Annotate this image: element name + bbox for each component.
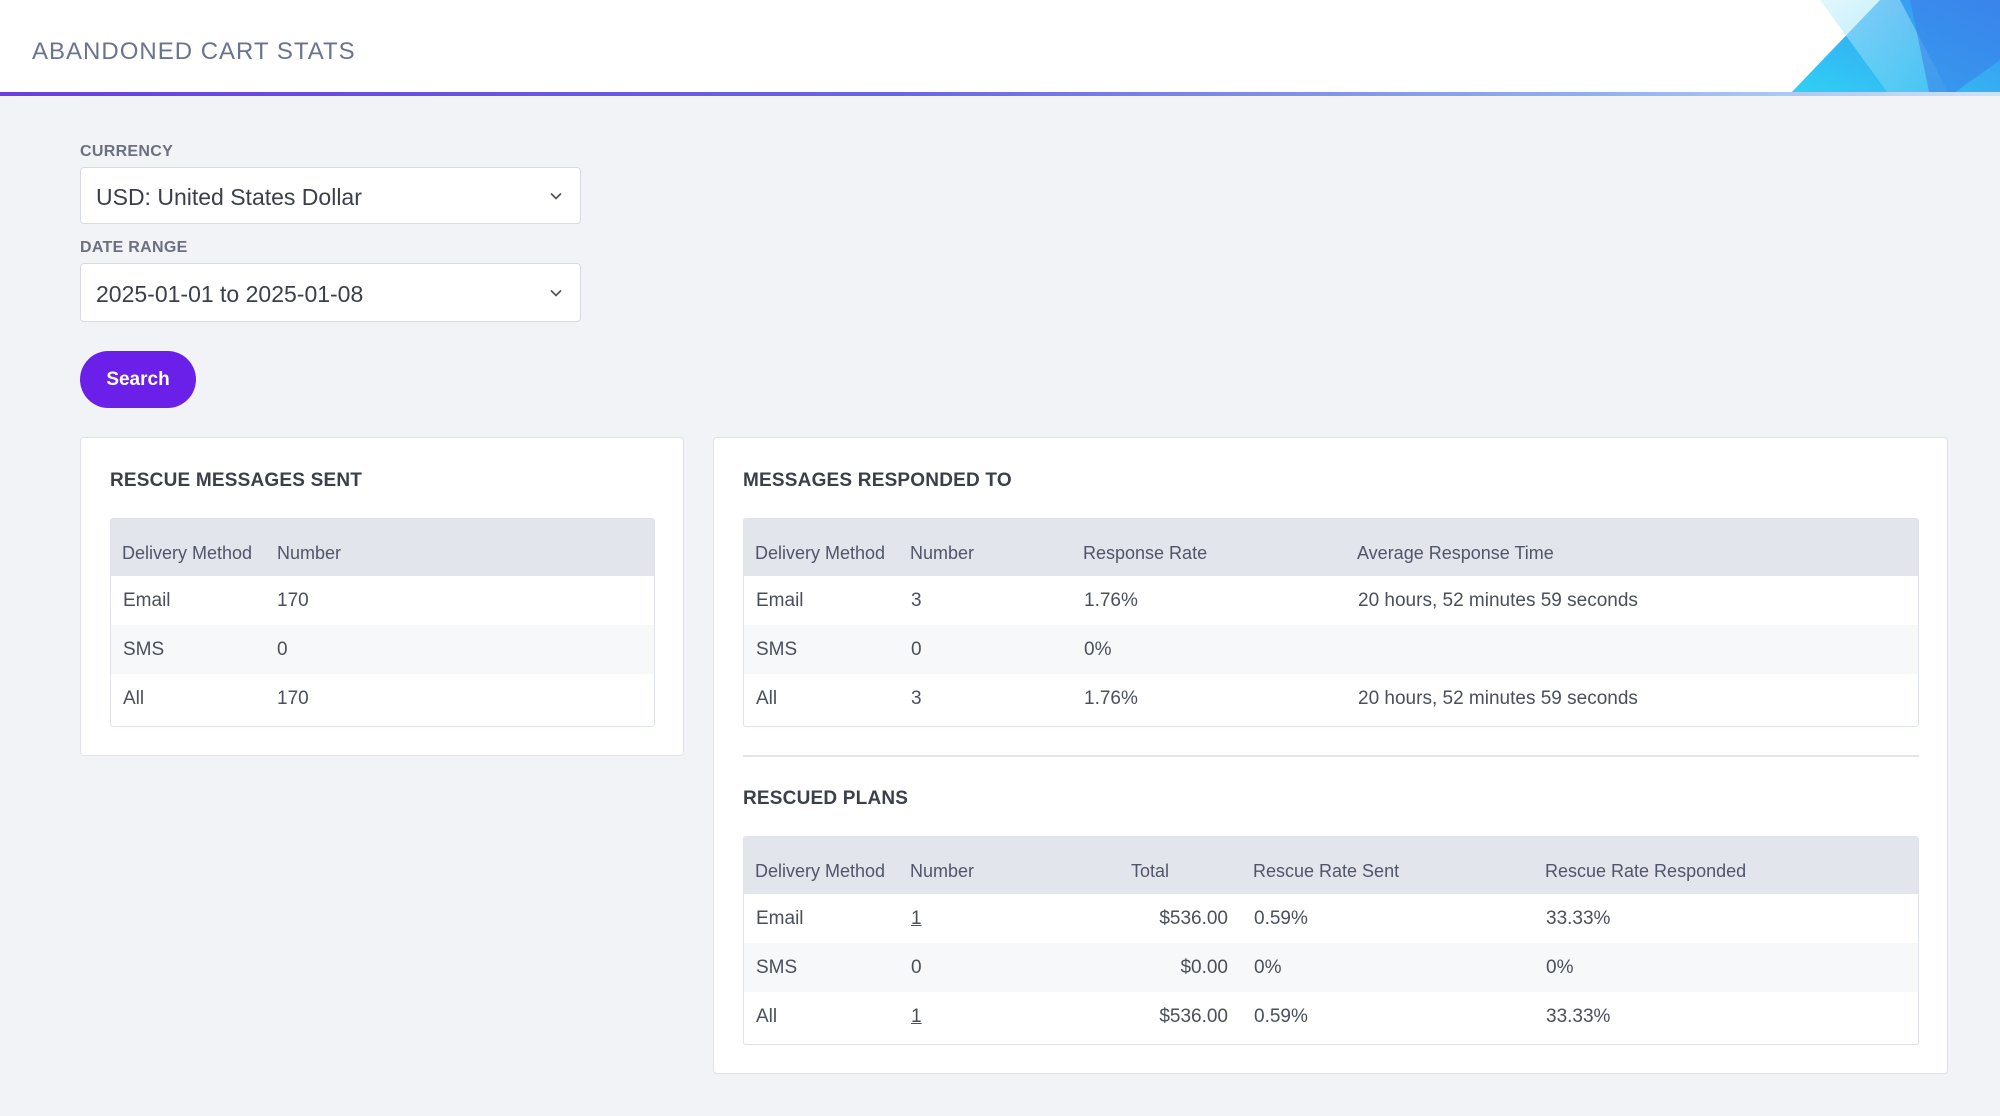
table-cell: 0% [1546,957,1574,978]
rescue-sent-table: Delivery Method Number Email 170 SMS 0 A… [110,518,655,727]
table-cell: 0% [1254,957,1282,978]
column-header: Response Rate [1083,543,1208,563]
table-cell: $536.00 [1159,908,1228,929]
column-header: Delivery Method [122,543,253,563]
messages-responded-table: Delivery Method Number Response Rate Ave… [743,518,1919,727]
page-header: ABANDONED CART STATS [0,0,2000,96]
rescued-plans-table: Delivery Method Number Total Rescue Rate… [743,836,1919,1045]
header-decoration [1788,0,2000,96]
section-divider [743,755,1919,757]
table-cell: 3 [911,590,922,611]
page-title: ABANDONED CART STATS [32,38,356,65]
table-row: Email 3 1.76% 20 hours, 52 minutes 59 se… [744,576,1918,625]
table-cell: 0% [1084,639,1112,660]
table-cell: 0.59% [1254,908,1308,929]
chevron-down-icon [550,289,562,297]
column-header: Rescue Rate Responded [1545,861,1747,881]
column-header: Number [277,543,342,563]
table-cell: 1.76% [1084,590,1138,611]
table-cell: Email [756,590,804,611]
column-header: Average Response Time [1357,543,1554,563]
table-row: All 1 $536.00 0.59% 33.33% [744,992,1918,1041]
currency-select-value: USD: United States Dollar [96,184,362,210]
table-header: Delivery Method Number Total Rescue Rate… [744,837,1918,894]
table-cell: 20 hours, 52 minutes 59 seconds [1358,590,1638,611]
rescued-count-link[interactable]: 1 [911,908,922,929]
column-header: Rescue Rate Sent [1253,861,1400,881]
card-title: MESSAGES RESPONDED TO [743,470,1012,491]
table-cell: All [756,688,778,709]
table-row: SMS 0 [111,625,654,674]
table-row: SMS 0 $0.00 0% 0% [744,943,1918,992]
table-cell: 0 [911,639,922,660]
table-cell: All [123,688,145,709]
table-cell: $0.00 [1180,957,1228,978]
table-cell: 0.59% [1254,1006,1308,1027]
table-header: Delivery Method Number [111,519,654,576]
column-header: Delivery Method [755,861,886,881]
table-row: All 170 [111,674,654,723]
table-cell: 170 [277,590,309,611]
column-header: Number [910,543,975,563]
currency-label: CURRENCY [80,143,174,160]
column-header: Total [1131,861,1170,881]
responses-card: MESSAGES RESPONDED TO Delivery Method Nu… [713,437,1948,1074]
table-row: Email 170 [111,576,654,625]
table-cell: 33.33% [1546,908,1611,929]
table-cell: 0 [277,639,288,660]
table-cell: SMS [123,639,165,660]
table-cell: Email [756,908,804,929]
column-header: Delivery Method [755,543,886,563]
table-cell: 170 [277,688,309,709]
table-cell: $536.00 [1159,1006,1228,1027]
rescue-messages-sent-card: RESCUE MESSAGES SENT Delivery Method Num… [80,437,684,756]
table-cell: 1.76% [1084,688,1138,709]
table-cell: 3 [911,688,922,709]
currency-select[interactable]: USD: United States Dollar [80,167,581,224]
card-title: RESCUED PLANS [743,788,909,809]
table-header: Delivery Method Number Response Rate Ave… [744,519,1918,576]
card-title: RESCUE MESSAGES SENT [110,470,363,491]
table-row: All 3 1.76% 20 hours, 52 minutes 59 seco… [744,674,1918,723]
table-cell: SMS [756,639,798,660]
table-row: SMS 0 0% [744,625,1918,674]
date-range-select-value: 2025-01-01 to 2025-01-08 [96,281,364,307]
header-accent-bar [0,92,2000,96]
date-range-select[interactable]: 2025-01-01 to 2025-01-08 [80,263,581,322]
table-cell: 0 [911,957,922,978]
column-header: Number [910,861,975,881]
chevron-down-icon [550,192,562,200]
table-cell: 20 hours, 52 minutes 59 seconds [1358,688,1638,709]
table-row: Email 1 $536.00 0.59% 33.33% [744,894,1918,943]
table-cell: 33.33% [1546,1006,1611,1027]
table-cell: Email [123,590,171,611]
table-cell: All [756,1006,778,1027]
table-cell: SMS [756,957,798,978]
rescued-count-link[interactable]: 1 [911,1006,922,1027]
date-range-label: DATE RANGE [80,239,188,256]
search-button[interactable]: Search [80,351,196,408]
